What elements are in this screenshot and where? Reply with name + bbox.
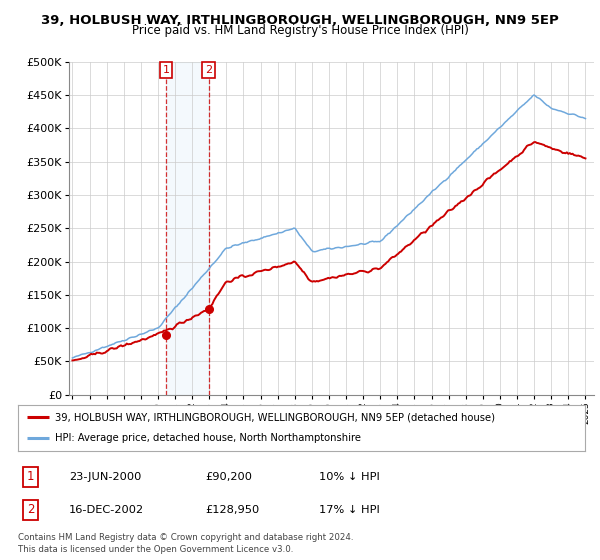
Text: £90,200: £90,200 xyxy=(205,472,252,482)
Text: 1: 1 xyxy=(163,66,169,75)
Text: 39, HOLBUSH WAY, IRTHLINGBOROUGH, WELLINGBOROUGH, NN9 5EP (detached house): 39, HOLBUSH WAY, IRTHLINGBOROUGH, WELLIN… xyxy=(55,412,495,422)
Text: 2: 2 xyxy=(27,503,34,516)
Text: 10% ↓ HPI: 10% ↓ HPI xyxy=(319,472,379,482)
Text: 23-JUN-2000: 23-JUN-2000 xyxy=(69,472,142,482)
Text: HPI: Average price, detached house, North Northamptonshire: HPI: Average price, detached house, Nort… xyxy=(55,433,361,444)
Text: 16-DEC-2002: 16-DEC-2002 xyxy=(69,505,144,515)
Text: 2: 2 xyxy=(205,66,212,75)
Text: Contains HM Land Registry data © Crown copyright and database right 2024.
This d: Contains HM Land Registry data © Crown c… xyxy=(18,533,353,554)
Text: 1: 1 xyxy=(27,470,34,483)
Text: 39, HOLBUSH WAY, IRTHLINGBOROUGH, WELLINGBOROUGH, NN9 5EP: 39, HOLBUSH WAY, IRTHLINGBOROUGH, WELLIN… xyxy=(41,14,559,27)
Text: 17% ↓ HPI: 17% ↓ HPI xyxy=(319,505,379,515)
Text: £128,950: £128,950 xyxy=(205,505,259,515)
Bar xyxy=(166,62,209,395)
Text: Price paid vs. HM Land Registry's House Price Index (HPI): Price paid vs. HM Land Registry's House … xyxy=(131,24,469,37)
